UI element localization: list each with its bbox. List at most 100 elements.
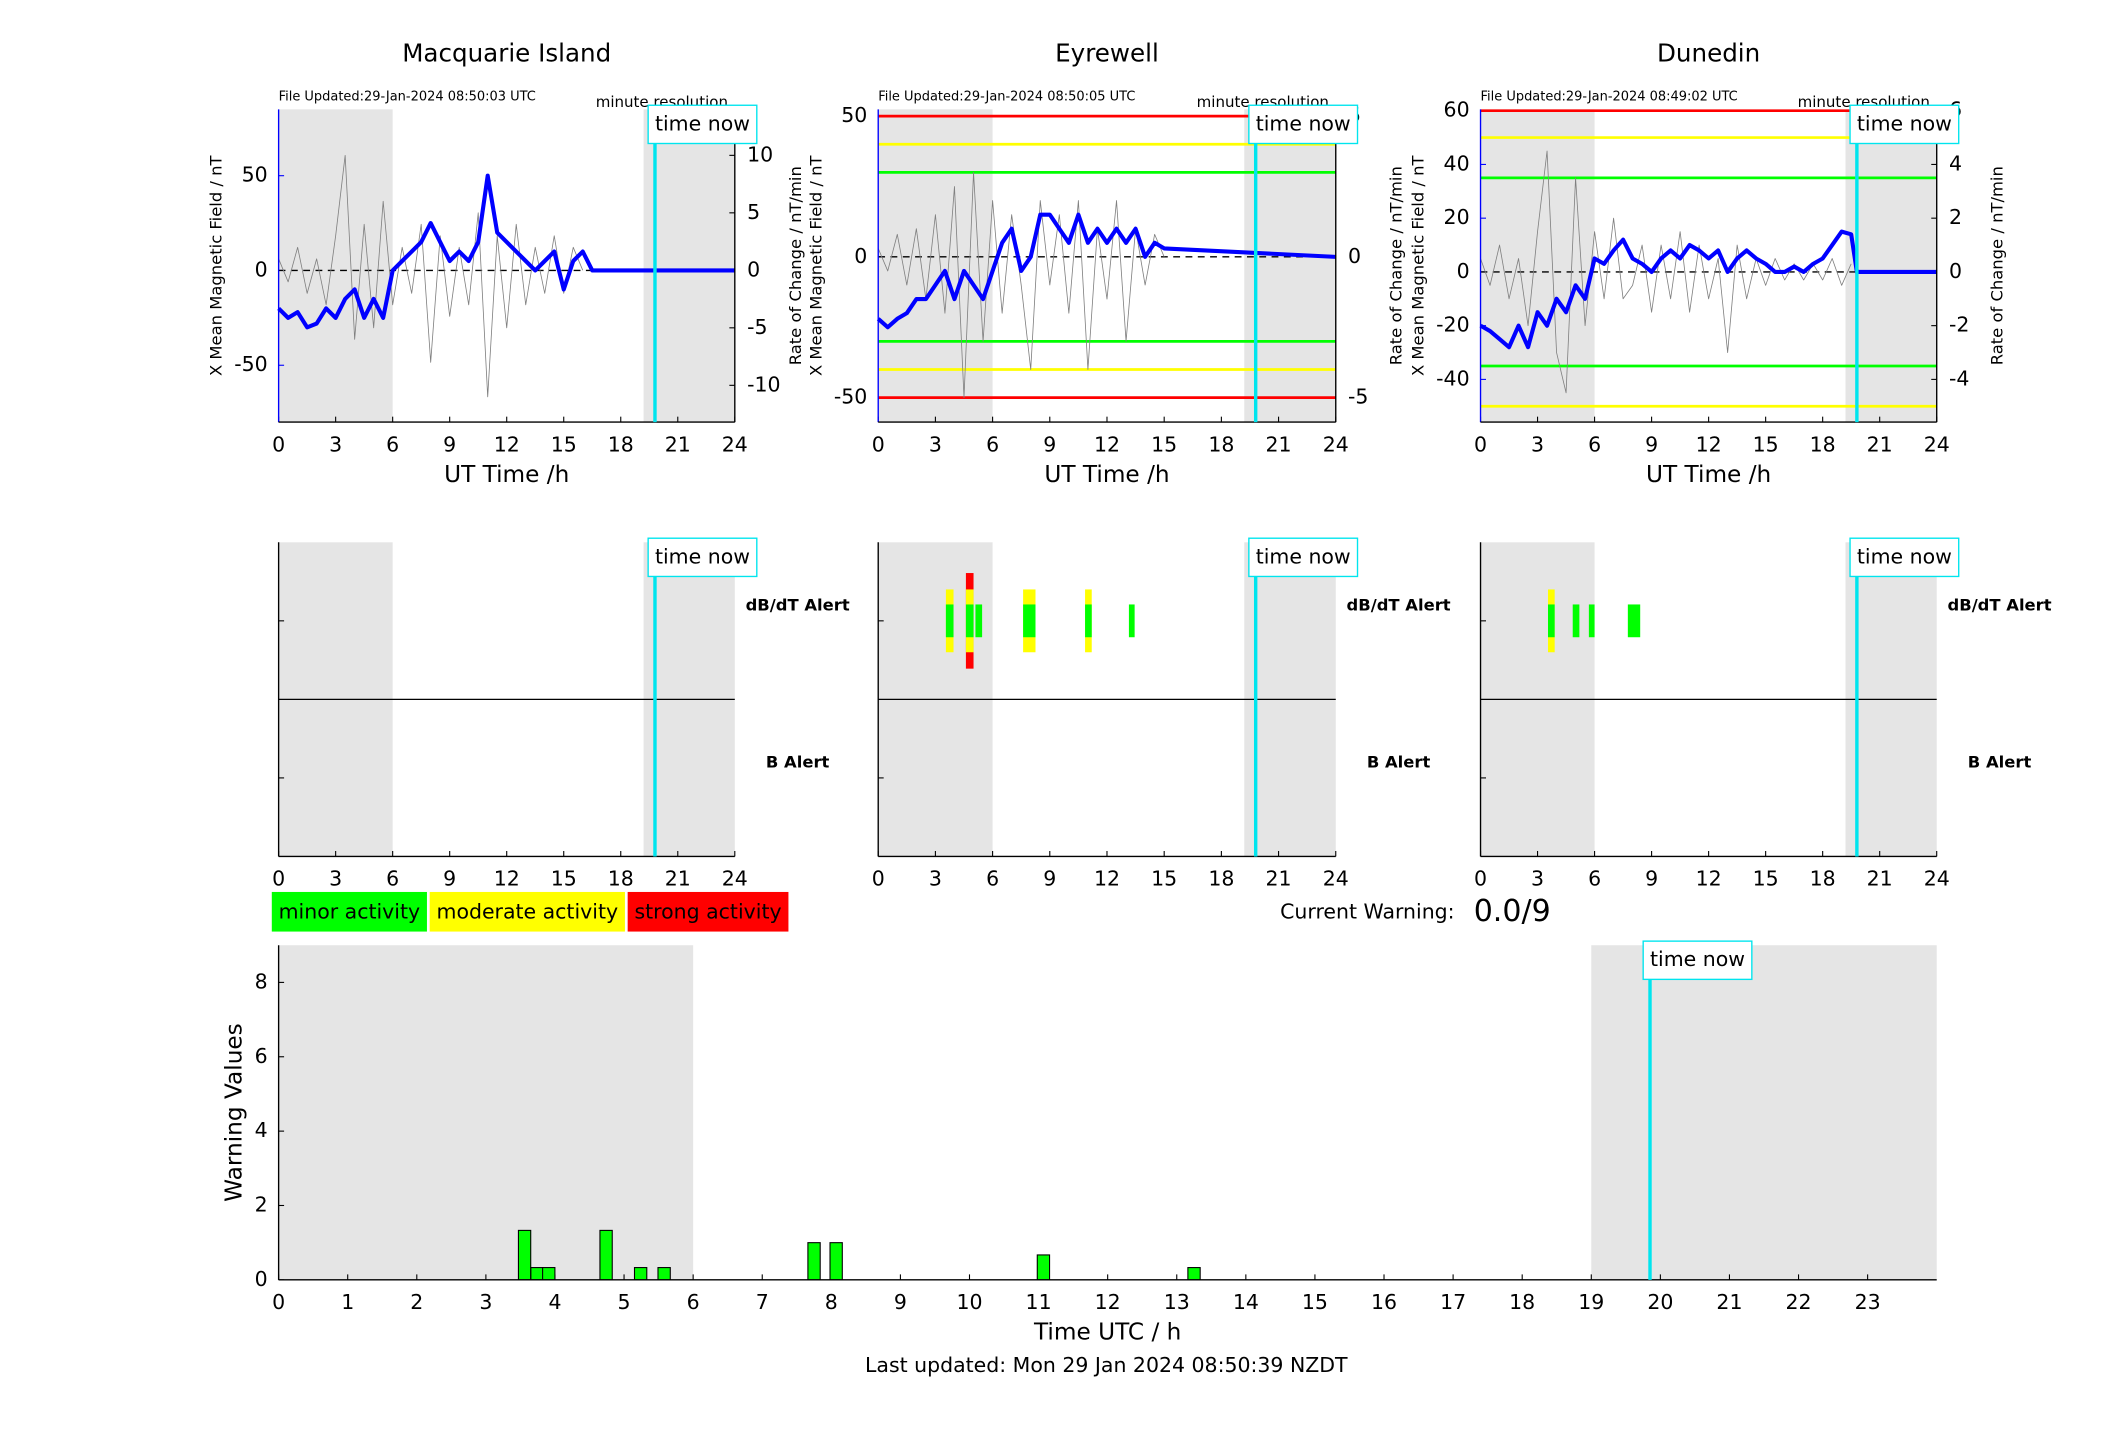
alert-bar [975,604,983,638]
night-shade [1244,109,1336,423]
y-tick-label: 50 [841,103,867,127]
x-tick-label: 0 [872,432,885,456]
field-line [876,212,1336,330]
time-now-label: time now [655,544,750,568]
bar [530,1267,544,1281]
x-tick-label: 18 [1208,432,1234,456]
time-now-label: time now [655,111,750,135]
x-tick-label: 12 [494,867,520,891]
x-tick-label: 3 [329,432,342,456]
x-tick-label: 21 [1266,867,1292,891]
x-tick-label: 7 [756,1290,769,1314]
y-tick-label: 60 [1444,98,1470,122]
y-tick-label: 50 [242,163,268,187]
y-axis-label: X Mean Magnetic Field / nT [1409,154,1428,376]
bar [829,1242,843,1281]
night-shade [278,945,694,1280]
x-tick-label: 11 [1026,1290,1052,1314]
bar [807,1242,821,1281]
y2-axis-label: Rate of Change / nT/min [786,166,805,365]
y-tick-label: 20 [1444,205,1470,229]
x-tick-label: 24 [722,432,748,456]
footnote: Last updated: Mon 29 Jan 2024 08:50:39 N… [865,1353,1348,1377]
x-tick-label: 24 [1924,867,1950,891]
x-tick-label: 0 [1474,432,1487,456]
alert-bar [1128,604,1135,638]
y2-tick-label: -2 [1949,313,1969,337]
x-tick-label: 12 [494,432,520,456]
chart-title: Macquarie Island [402,39,611,68]
time-now-box [1248,537,1359,578]
x-tick-label: 3 [329,867,342,891]
x-tick-label: 0 [272,432,285,456]
night-shade [878,109,993,423]
x-tick-label: 9 [1043,432,1056,456]
y2-tick-label: 10 [747,142,773,166]
y-axis-label: X Mean Magnetic Field / nT [207,154,226,376]
x-tick-label: 3 [1531,867,1544,891]
x-tick-label: 3 [929,867,942,891]
x-tick-label: 20 [1647,1290,1673,1314]
y-tick-label: 0 [255,1267,268,1291]
y-tick-label: 4 [255,1118,268,1142]
time-now-box [1642,940,1753,981]
alert-bar [1023,604,1036,638]
legend-label: moderate activity [437,899,619,923]
legend-swatch [271,891,427,932]
x-tick-label: 6 [386,867,399,891]
alert-bar [945,604,954,638]
y-tick-label: 0 [255,257,268,281]
row-label: dB/dT Alert [1948,595,2052,614]
time-now-box [647,104,758,145]
alert-bar [965,604,974,638]
x-tick-label: 15 [1753,867,1779,891]
x-tick-label: 18 [1810,867,1836,891]
x-tick-label: 8 [825,1290,838,1314]
row-label: B Alert [766,752,830,771]
x-tick-label: 12 [1095,1290,1121,1314]
x-tick-label: 12 [1094,432,1120,456]
x-tick-label: 15 [1151,432,1177,456]
row-label: B Alert [1367,752,1431,771]
x-tick-label: 24 [1323,432,1349,456]
night-shade [1480,109,1595,423]
x-tick-label: 0 [272,867,285,891]
x-tick-label: 12 [1696,867,1722,891]
alert-bar [1627,604,1641,638]
legend-swatch [627,891,789,932]
y-tick-label: -20 [1436,313,1469,337]
chart-title: Dunedin [1657,39,1760,68]
x-tick-label: 9 [443,867,456,891]
x-tick-label: 2 [410,1290,423,1314]
file-updated: File Updated:29-Jan-2024 08:50:05 UTC [878,90,1135,105]
alert-bar [1548,604,1555,638]
x-axis-label: UT Time /h [1044,461,1169,488]
night-shade [1845,109,1937,423]
x-tick-label: 15 [1151,867,1177,891]
x-tick-label: 6 [687,1290,700,1314]
y-tick-label: -50 [834,385,867,409]
x-tick-label: 5 [618,1290,631,1314]
y2-tick-label: -10 [747,372,780,396]
row-label: dB/dT Alert [746,595,850,614]
x-tick-label: 15 [551,432,577,456]
x-tick-label: 0 [872,867,885,891]
x-tick-label: 9 [894,1290,907,1314]
x-tick-label: 15 [551,867,577,891]
bar [599,1229,613,1281]
y2-tick-label: 4 [1949,151,1962,175]
bar [657,1267,671,1281]
bar [633,1267,648,1281]
x-tick-label: 13 [1164,1290,1190,1314]
x-tick-label: 15 [1753,432,1779,456]
y2-axis-label: Rate of Change / nT/min [1387,166,1406,365]
y-tick-label: 2 [255,1192,268,1216]
x-tick-label: 21 [665,432,691,456]
x-tick-label: 15 [1302,1290,1328,1314]
x-tick-label: 21 [665,867,691,891]
bar [1036,1254,1051,1281]
x-tick-label: 4 [548,1290,561,1314]
time-now-label: time now [1650,947,1745,971]
chart-title: Eyrewell [1055,39,1159,68]
y-axis-label: X Mean Magnetic Field / nT [806,154,825,376]
